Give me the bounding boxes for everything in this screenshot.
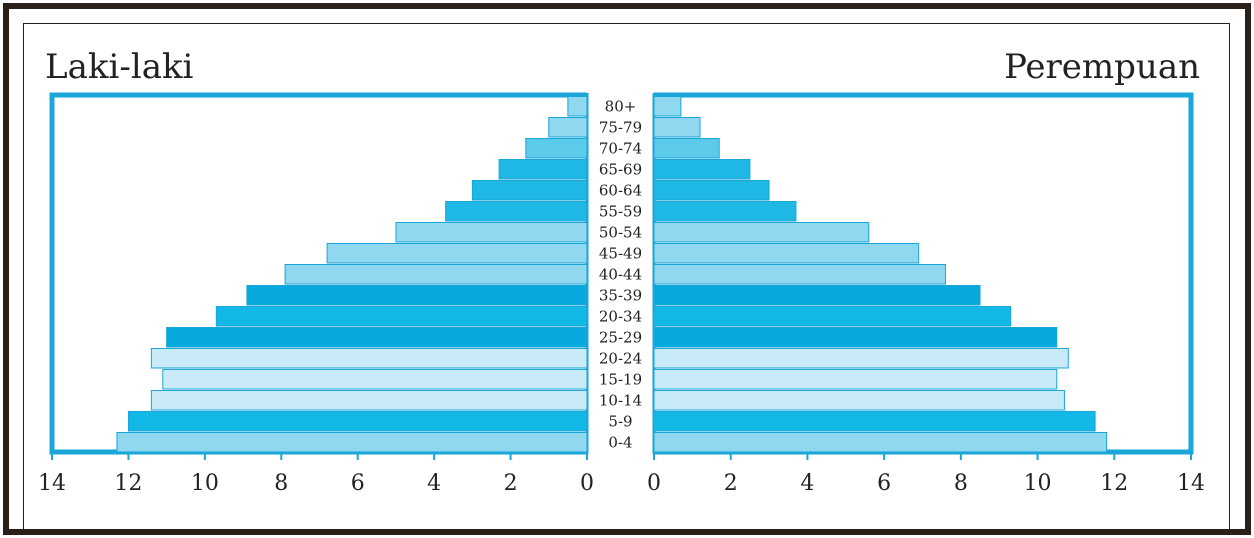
age-label-80+: 80+ [605,97,637,115]
right-tick-label-10: 10 [1024,471,1052,496]
female-bar-40-44 [653,264,947,285]
left-tick-label-12: 12 [114,471,142,496]
right-tick-label-12: 12 [1100,471,1128,496]
age-label-5-9: 5-9 [608,412,632,430]
age-label-40-44: 40-44 [599,265,642,283]
female-bar-25-29 [653,327,1058,348]
male-bar-45-49 [326,243,588,264]
left-tick-label-10: 10 [191,471,219,496]
left-tick-label-0: 0 [580,471,594,496]
male-bar-50-54 [395,222,588,243]
age-label-55-59: 55-59 [599,202,642,220]
age-label-20-34: 20-34 [599,307,642,325]
female-bar-0-4 [653,432,1108,453]
female-bar-55-59 [653,201,797,222]
female-bar-75-79 [653,117,701,138]
female-bar-20-24 [653,348,1069,369]
title-right: Perempuan [1004,47,1200,87]
right-tick-label-14: 14 [1177,471,1205,496]
title-left: Laki-laki [45,47,194,87]
age-label-70-74: 70-74 [599,139,642,157]
age-label-10-14: 10-14 [599,391,642,409]
age-label-65-69: 65-69 [599,160,642,178]
male-bar-15-19 [162,369,588,390]
male-bar-35-39 [246,285,588,306]
female-bar-10-14 [653,390,1065,411]
age-label-35-39: 35-39 [599,286,642,304]
female-bar-65-69 [653,159,751,180]
right-tick-label-8: 8 [954,471,968,496]
female-bar-45-49 [653,243,920,264]
male-bar-20-24 [150,348,588,369]
female-bar-35-39 [653,285,981,306]
age-label-60-64: 60-64 [599,181,642,199]
age-label-25-29: 25-29 [599,328,642,346]
male-bar-65-69 [498,159,588,180]
female-bar-80+ [653,96,682,117]
male-bar-60-64 [471,180,588,201]
right-panel-female [652,92,1194,455]
age-label-75-79: 75-79 [599,118,642,136]
male-bar-80+ [567,96,588,117]
male-bar-40-44 [284,264,588,285]
male-bar-25-29 [166,327,588,348]
male-bar-70-74 [525,138,588,159]
female-bar-5-9 [653,411,1096,432]
male-bar-5-9 [127,411,588,432]
female-bar-70-74 [653,138,720,159]
right-tick-label-4: 4 [800,471,814,496]
female-bar-50-54 [653,222,870,243]
age-label-15-19: 15-19 [599,370,642,388]
right-tick-label-2: 2 [724,471,738,496]
right-axis-ticks: 0 2 4 6 8 10 12 14 [647,452,1205,496]
male-bar-0-4 [116,432,588,453]
left-tick-label-6: 6 [351,471,365,496]
inner-frame [23,23,1230,530]
male-bar-10-14 [150,390,588,411]
male-bar-75-79 [548,117,588,138]
male-bar-20-34 [215,306,588,327]
left-tick-label-8: 8 [274,471,288,496]
right-tick-label-0: 0 [647,471,661,496]
left-tick-label-14: 14 [38,471,66,496]
right-tick-label-6: 6 [877,471,891,496]
left-tick-label-4: 4 [427,471,441,496]
left-panel-male [49,92,589,455]
female-bar-60-64 [653,180,770,201]
age-label-0-4: 0-4 [608,433,632,451]
female-bar-20-34 [653,306,1012,327]
age-group-labels: 80+ 75-79 70-74 65-69 60-64 55-59 50-54 45-49 40… [599,97,642,451]
age-label-45-49: 45-49 [599,244,642,262]
left-axis-ticks: 14 12 10 8 6 4 2 0 [38,452,594,496]
male-bar-55-59 [445,201,588,222]
age-label-50-54: 50-54 [599,223,642,241]
age-label-20-24: 20-24 [599,349,642,367]
left-tick-label-2: 2 [504,471,518,496]
female-bar-15-19 [653,369,1058,390]
